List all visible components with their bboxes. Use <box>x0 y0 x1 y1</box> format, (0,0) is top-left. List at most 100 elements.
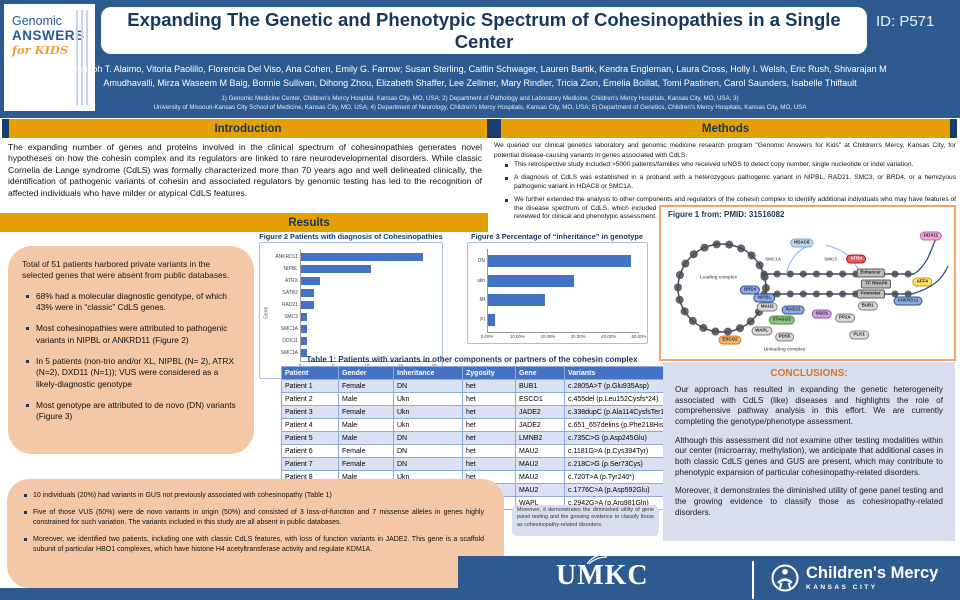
figure3-chart: DN ukn MI PI 0.00% 10.00% 20.00% 30.00% 40.00% 5… <box>467 242 648 344</box>
clipped-text-fragment: Moreover, it demonstrates the diminished… <box>512 505 659 536</box>
chart-bar-row: SMC3 <box>284 313 429 321</box>
chart-xtick: 20 <box>431 363 437 368</box>
table-cell: Ukn <box>393 405 463 419</box>
table-cell: Patient 5 <box>281 431 339 445</box>
poster-id-badge: ID: P571 <box>876 13 935 30</box>
results-bullet: Moreover, we identified two patients, in… <box>23 535 484 554</box>
conclusions-paragraph: Moreover, it demonstrates the diminished… <box>675 486 943 517</box>
chart-bar <box>301 325 308 333</box>
bar-endcap <box>950 119 957 138</box>
table-cell: Patient 2 <box>281 392 339 406</box>
table-cell: Female <box>338 379 394 393</box>
table-cell: Ukn <box>393 418 463 432</box>
figure1-node-atrx: ATRX <box>846 254 867 264</box>
table-row: Patient 1 Female DN het BUB1 c.2805A>T (p.Glu… <box>281 379 695 393</box>
chart-xtick: 0 <box>298 363 302 368</box>
chart-category-label: PI <box>480 317 485 324</box>
chart-xtick: 10 <box>364 363 370 368</box>
table-cell: DN <box>393 379 463 393</box>
table-cell: Patient 4 <box>281 418 339 432</box>
figure3-xticks: 0.00% 10.00% 20.00% 30.00% 40.00% 50.00% <box>481 334 647 341</box>
table-cell: Patient 3 <box>281 405 339 419</box>
table-cell: het <box>462 418 516 432</box>
figure1-node-smc1a: SMC1A <box>765 256 781 262</box>
methods-heading: Methods <box>501 119 950 138</box>
chart-bar <box>488 254 632 267</box>
table-cell: MAU2 <box>515 470 565 484</box>
footer-divider <box>752 561 754 599</box>
figure1-node-pds5: PDS5 <box>774 332 795 342</box>
chart-category-label: ATRX <box>285 278 298 284</box>
chart-bar-row: SATB2 <box>283 289 429 297</box>
table-cell: LMNB2 <box>515 431 565 445</box>
figure2-title: Figure 2 Patients with diagnosis of Cohe… <box>259 232 443 241</box>
conclusions-heading: CONCLUSIONS: <box>770 368 848 379</box>
chart-category-label: DDX11 <box>282 338 298 344</box>
chart-bar <box>301 265 372 273</box>
figure1-node-hdac8: HDAC8 <box>789 238 814 248</box>
childrens-mercy-logo: Children's Mercy KANSAS CITY <box>770 563 938 593</box>
table-cell: Male <box>338 431 394 445</box>
results-bullet: 10 individuals (20%) had variants in GUS… <box>23 491 484 500</box>
table-col-gender: Gender <box>338 366 394 380</box>
figure1-node-aff4: AFF4 <box>912 277 932 287</box>
table-cell: Patient 6 <box>281 444 339 458</box>
authors-line-2: Amudhavalli, Mirza Waseem M Baig, Bonnie… <box>103 78 857 88</box>
chart-category-label: SMC1A <box>280 350 298 356</box>
table-col-gene: Gene <box>515 366 565 380</box>
introduction-body: The expanding number of genes and protei… <box>8 142 482 198</box>
chart-category-label: NIPBL <box>283 266 298 272</box>
chart-xtick: 0.00% <box>480 334 494 339</box>
chart-bar-row: ATRX <box>285 277 429 285</box>
table-row: Patient 7 Female DN het MAU2 c.218C>G (p.Ser7… <box>281 457 695 471</box>
chart-category-label: SATB2 <box>282 290 298 296</box>
figure1-node-mau2: MAU2 <box>756 302 778 312</box>
methods-bullet: This retrospective study included >5000 … <box>504 161 956 170</box>
childrens-mercy-city: KANSAS CITY <box>806 583 878 591</box>
chart-bar <box>301 253 423 261</box>
chart-bar-row: DN <box>478 254 634 267</box>
table-cell: het <box>462 379 516 393</box>
bar-endcap <box>494 119 501 138</box>
table-cell: Male <box>338 392 394 406</box>
chart-bar <box>301 313 308 321</box>
figure1-node-enhancer: Enhancer <box>856 268 885 278</box>
results-bullet: Most cohesinopathies were attributed to … <box>22 323 240 346</box>
chart-category-label: RAD21 <box>281 302 298 308</box>
conclusions-paragraph: Our approach has resulted in expanding t… <box>675 385 943 426</box>
introduction-header-bar: Introduction <box>2 119 494 138</box>
bar-endcap <box>2 119 9 138</box>
affiliations-line-1: 1) Genomic Medicine Center, Children's M… <box>221 95 739 102</box>
methods-header-bar: Methods <box>494 119 957 138</box>
figure1-caption: Figure 1 from: PMID: 31516082 <box>668 210 785 219</box>
childrens-mercy-icon <box>771 564 799 592</box>
table-cell: Female <box>338 444 394 458</box>
chart-bar <box>301 337 308 345</box>
footer-logos: UMKC Children's Mercy KANSAS CITY <box>458 553 960 600</box>
figure1-box: Figure 1 from: PMID: 31516082 DDX11 HDAC8… <box>659 205 956 361</box>
childrens-mercy-name: Children's Mercy <box>806 564 939 583</box>
table-cell: MAU2 <box>515 444 565 458</box>
results-bullet: 68% had a molecular diagnostic genotype,… <box>22 291 240 314</box>
table-cell: MAU2 <box>515 457 565 471</box>
chart-category-label: ANKRD11 <box>275 254 298 260</box>
table-cell: Female <box>338 405 394 419</box>
figure1-node-promoter: Promoter <box>856 289 885 299</box>
affiliations-line-2: University of Missouri-Kansas City Schoo… <box>153 104 807 111</box>
chart-xtick: 5 <box>332 363 335 368</box>
table-cell: JADE2 <box>515 418 565 432</box>
chart-category-label: SMC1A <box>280 326 298 332</box>
chart-category-label: ukn <box>476 277 485 284</box>
results-summary-lead: Total of 51 patients harbored private va… <box>22 259 230 280</box>
chart-bar <box>488 294 545 307</box>
conclusions-box: CONCLUSIONS: Our approach has resulted i… <box>663 362 955 541</box>
chart-bar <box>488 274 575 287</box>
table1-title: Table 1: Patients with variants in other… <box>306 355 638 364</box>
chart-bar <box>301 301 314 309</box>
table-col-inheritance: Inheritance <box>393 366 463 380</box>
chart-bar-row: ANKRD11 <box>275 253 429 261</box>
logo-line-3: for KIDS <box>12 43 69 57</box>
table-row: Patient 2 Male Ukn het ESCO1 c.455del (p.Leu1… <box>281 392 695 406</box>
chart-category-label: MI <box>479 297 485 304</box>
